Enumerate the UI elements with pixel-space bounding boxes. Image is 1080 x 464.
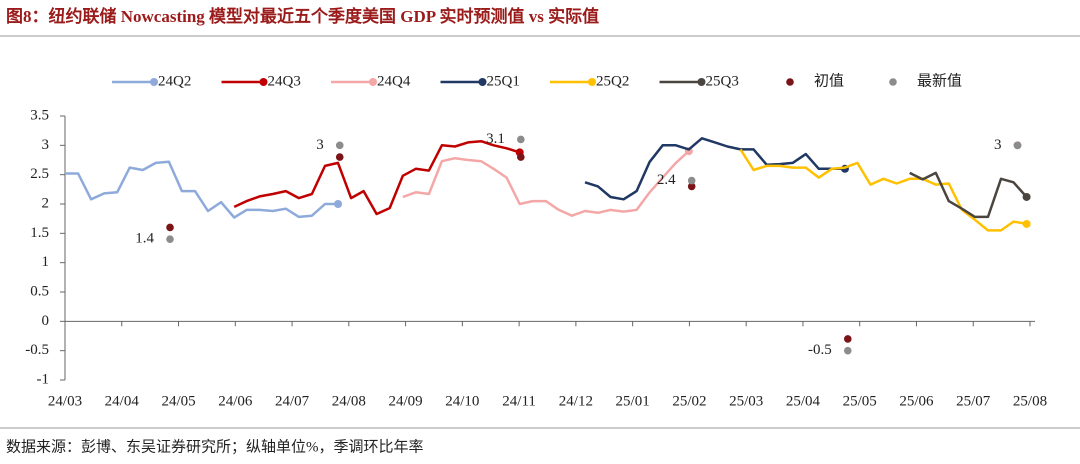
- scatter-point: [166, 223, 174, 232]
- x-tick-label: 24/11: [502, 393, 536, 409]
- x-tick-label: 24/04: [105, 393, 140, 409]
- legend-label: 25Q2: [596, 73, 629, 89]
- legend-marker: [697, 78, 706, 86]
- data-label: 2.4: [657, 172, 676, 188]
- data-label: 1.4: [135, 231, 154, 247]
- chart-title: 图8：纽约联储 Nowcasting 模型对最近五个季度美国 GDP 实时预测值…: [6, 6, 599, 26]
- legend-marker: [889, 78, 897, 86]
- legend-label: 25Q3: [706, 73, 739, 89]
- y-tick-label: 0.5: [30, 283, 49, 299]
- y-tick-label: 3: [42, 137, 50, 153]
- data-label: 3.1: [486, 131, 505, 147]
- x-tick-label: 24/10: [445, 393, 479, 409]
- series-end-marker: [1022, 219, 1031, 228]
- y-tick-label: 3.5: [30, 107, 49, 123]
- y-tick-label: 2: [42, 195, 50, 211]
- y-tick-label: 1: [42, 254, 50, 270]
- x-tick-label: 24/09: [389, 393, 423, 409]
- x-tick-label: 24/05: [161, 393, 195, 409]
- y-tick-label: 0: [42, 313, 50, 329]
- data-label: 3: [316, 137, 324, 153]
- x-tick-label: 24/12: [559, 393, 593, 409]
- legend-marker: [478, 78, 487, 86]
- legend-label: 最新值: [917, 72, 962, 89]
- x-tick-label: 24/06: [218, 393, 253, 409]
- scatter-point: [687, 182, 696, 191]
- data-label: -0.5: [808, 342, 832, 358]
- series-end-marker: [334, 200, 343, 208]
- legend-label: 24Q3: [268, 73, 301, 89]
- legend-label: 24Q4: [377, 73, 411, 89]
- legend-label: 24Q2: [158, 73, 191, 89]
- y-tick-label: 2.5: [30, 166, 49, 182]
- source-note: 数据来源：彭博、东吴证券研究所；纵轴单位%，季调环比年率: [6, 438, 424, 455]
- y-tick-label: -1: [37, 371, 50, 387]
- x-tick-label: 25/04: [786, 393, 821, 409]
- scatter-point: [843, 335, 852, 343]
- series-line: [584, 137, 845, 201]
- data-label: 3: [994, 137, 1002, 153]
- scatter-point: [843, 346, 852, 355]
- y-tick-label: 1.5: [30, 225, 49, 241]
- x-tick-label: 25/07: [956, 393, 991, 409]
- scatter-point: [335, 153, 344, 161]
- y-tick-label: -0.5: [25, 342, 49, 358]
- x-tick-label: 24/07: [275, 393, 310, 409]
- scatter-point: [166, 235, 174, 243]
- legend-marker: [588, 78, 596, 86]
- x-tick-label: 25/03: [729, 393, 763, 409]
- series-line: [402, 150, 690, 217]
- x-tick-label: 24/03: [48, 393, 82, 409]
- series-line: [909, 171, 1028, 219]
- legend-label: 初值: [814, 72, 844, 89]
- scatter-point: [517, 153, 525, 161]
- legend-label: 25Q1: [487, 73, 520, 89]
- legend-marker: [259, 78, 268, 86]
- x-tick-label: 25/06: [899, 393, 934, 409]
- scatter-point: [1013, 141, 1022, 150]
- scatter-point: [687, 176, 696, 185]
- legend-marker: [150, 78, 158, 86]
- x-tick-label: 25/05: [843, 393, 877, 409]
- scatter-point: [335, 141, 344, 150]
- x-tick-label: 24/08: [332, 393, 366, 409]
- series-line: [739, 148, 1027, 232]
- legend-marker: [786, 78, 794, 86]
- x-tick-label: 25/08: [1013, 393, 1047, 409]
- series-end-marker: [1022, 192, 1031, 201]
- series-line: [65, 160, 338, 219]
- scatter-point: [517, 135, 525, 144]
- series-line: [233, 139, 521, 216]
- x-tick-label: 25/02: [672, 393, 706, 409]
- x-tick-label: 25/01: [616, 393, 650, 409]
- legend-marker: [369, 78, 377, 86]
